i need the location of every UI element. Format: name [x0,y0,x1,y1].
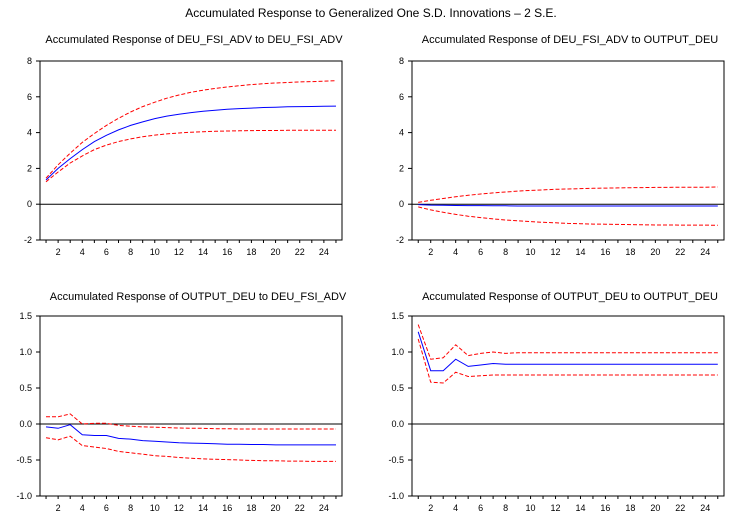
y-tick-label: -1.0 [388,491,404,501]
panel-title: Accumulated Response of OUTPUT_DEU to OU… [422,291,718,303]
x-tick-label: 4 [80,503,85,513]
upper-band-line [417,324,718,360]
x-tick-label: 10 [526,503,536,513]
x-tick-label: 6 [478,247,483,257]
x-tick-label: 24 [319,503,329,513]
x-tick-label: 14 [198,503,208,513]
upper-band-line [46,413,336,430]
x-tick-label: 8 [503,503,508,513]
y-tick-label: 2 [399,163,404,173]
y-tick-label: 1.0 [19,347,32,357]
y-tick-label: 1.5 [19,311,32,321]
y-tick-label: 0.5 [19,383,32,393]
x-tick-label: 2 [428,503,433,513]
x-tick-label: 16 [222,503,232,513]
lower-band-line [45,129,336,183]
x-tick-label: 10 [150,503,160,513]
y-tick-label: -2 [396,235,404,245]
chart-panel-1: Accumulated Response of DEU_FSI_ADV to D… [24,34,343,257]
response-line [418,204,718,207]
x-tick-label: 6 [104,503,109,513]
y-tick-label: 0.0 [19,419,32,429]
lower-band-line [418,206,718,226]
y-tick-label: 0 [27,199,32,209]
x-tick-label: 16 [600,247,610,257]
x-tick-label: 22 [675,247,685,257]
y-tick-label: -0.5 [16,455,32,465]
lower-band-line [45,435,336,462]
x-tick-label: 16 [222,247,232,257]
x-tick-label: 18 [625,247,635,257]
y-tick-label: 4 [27,128,32,138]
upper-band-line [45,80,337,179]
x-tick-label: 14 [575,247,585,257]
x-tick-label: 2 [56,503,61,513]
x-tick-label: 10 [526,247,536,257]
plot-frame [39,60,343,241]
response-line [417,331,718,372]
y-tick-label: 6 [399,92,404,102]
x-tick-label: 18 [246,247,256,257]
y-tick-label: 0.0 [391,419,404,429]
x-tick-label: 24 [700,247,710,257]
x-tick-label: 20 [271,503,281,513]
x-tick-label: 8 [128,247,133,257]
x-tick-label: 2 [428,247,433,257]
x-tick-label: 8 [503,247,508,257]
y-tick-label: 8 [27,56,32,66]
x-tick-label: 18 [625,503,635,513]
y-tick-label: -0.5 [388,455,404,465]
y-tick-label: 1.0 [391,347,404,357]
x-tick-label: 24 [700,503,710,513]
x-tick-label: 8 [128,503,133,513]
y-tick-label: 0 [399,199,404,209]
x-tick-label: 12 [551,247,561,257]
panels: Accumulated Response of DEU_FSI_ADV to D… [16,34,725,513]
upper-band-line [418,186,718,203]
plot-frame [411,315,725,497]
x-tick-label: 20 [650,247,660,257]
x-tick-label: 4 [453,247,458,257]
y-tick-label: 6 [27,92,32,102]
figure-title: Accumulated Response to Generalized One … [185,6,557,20]
x-tick-label: 18 [246,503,256,513]
x-tick-label: 2 [56,247,61,257]
x-tick-label: 12 [551,503,561,513]
plot-frame [411,60,725,241]
y-tick-label: 2 [27,163,32,173]
chart-panel-2: Accumulated Response of DEU_FSI_ADV to O… [396,34,725,257]
x-tick-label: 22 [675,503,685,513]
response-line [45,105,337,181]
x-tick-label: 6 [478,503,483,513]
response-line [45,424,336,446]
x-tick-label: 12 [174,247,184,257]
x-tick-label: 12 [174,503,184,513]
y-tick-label: -2 [24,235,32,245]
plot-frame [39,315,343,497]
x-tick-label: 14 [198,247,208,257]
panel-title: Accumulated Response of DEU_FSI_ADV to D… [45,34,343,46]
panel-title: Accumulated Response of DEU_FSI_ADV to O… [422,34,719,46]
chart-panel-4: Accumulated Response of OUTPUT_DEU to OU… [388,291,725,513]
chart-panel-3: Accumulated Response of OUTPUT_DEU to DE… [16,291,346,513]
lower-band-line [417,338,718,384]
x-tick-label: 24 [319,247,329,257]
x-tick-label: 22 [295,247,305,257]
x-tick-label: 4 [80,247,85,257]
x-tick-label: 10 [150,247,160,257]
x-tick-label: 6 [104,247,109,257]
x-tick-label: 16 [600,503,610,513]
x-tick-label: 20 [650,503,660,513]
x-tick-label: 14 [575,503,585,513]
y-tick-label: 8 [399,56,404,66]
x-tick-label: 4 [453,503,458,513]
x-tick-label: 20 [271,247,281,257]
y-tick-label: 0.5 [391,383,404,393]
x-tick-label: 22 [295,503,305,513]
y-tick-label: -1.0 [16,491,32,501]
panel-title: Accumulated Response of OUTPUT_DEU to DE… [50,291,347,303]
y-tick-label: 1.5 [391,311,404,321]
y-tick-label: 4 [399,128,404,138]
